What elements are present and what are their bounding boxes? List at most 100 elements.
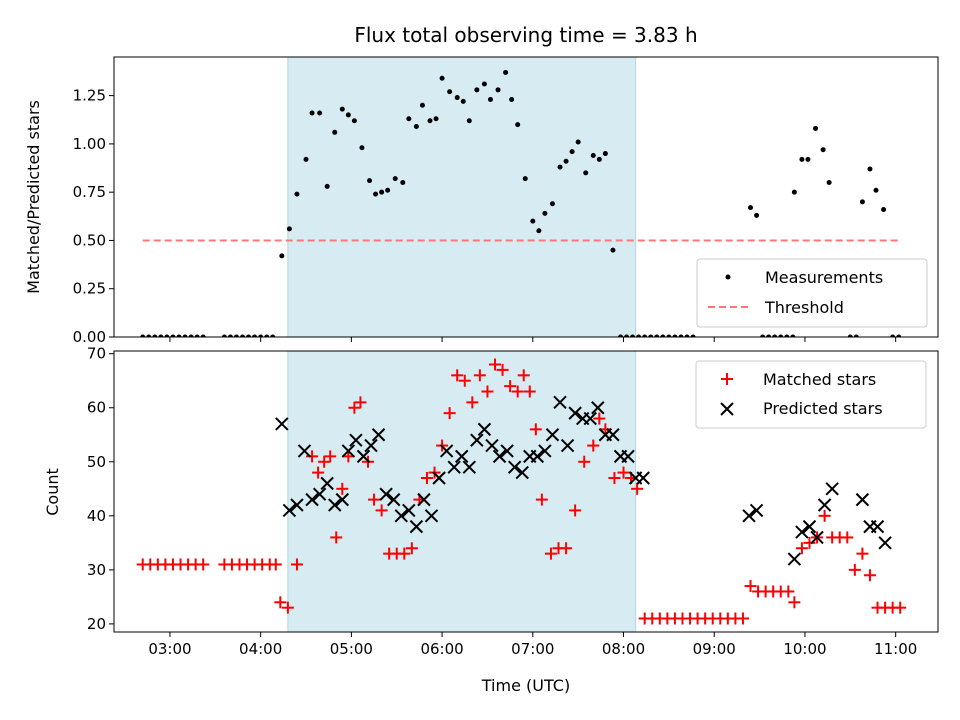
matched-stars-point bbox=[489, 358, 502, 371]
predicted-stars-point bbox=[568, 406, 582, 420]
measurements-point bbox=[221, 334, 227, 337]
top-y-tick-label: 0.75 bbox=[73, 183, 106, 201]
measurements-point bbox=[433, 116, 439, 122]
bottom-observing-window bbox=[287, 351, 637, 632]
bottom-y-tick-label: 40 bbox=[87, 507, 106, 525]
predicted-stars-point bbox=[371, 428, 386, 442]
measurements-point bbox=[400, 180, 406, 186]
predicted-stars-point bbox=[297, 444, 312, 458]
top-panel: 0.00 0.25 0.50 0.75 1.00 1.25 Matched/Predict… bbox=[24, 56, 939, 346]
measurements-point bbox=[610, 247, 616, 253]
measurements-point bbox=[427, 118, 433, 124]
x-tick-label: 08:00 bbox=[602, 640, 645, 658]
measurements-point bbox=[636, 334, 642, 337]
measurements-point bbox=[890, 334, 896, 337]
measurements-point bbox=[859, 199, 865, 205]
measurements-point bbox=[339, 106, 345, 112]
predicted-stars-point bbox=[402, 503, 416, 518]
x-tick-label: 07:00 bbox=[511, 640, 554, 658]
predicted-stars-point bbox=[606, 428, 620, 442]
measurements-point bbox=[176, 334, 182, 337]
top-panel-frame bbox=[113, 56, 939, 338]
predicted-stars-point bbox=[553, 395, 567, 410]
matched-stars-point bbox=[578, 455, 591, 468]
predicted-stars-point bbox=[312, 487, 327, 501]
top-y-tick-label: 1.00 bbox=[73, 135, 106, 153]
top-observing-window bbox=[287, 57, 637, 337]
matched-stars-point bbox=[336, 482, 349, 495]
predicted-stars-point bbox=[530, 449, 545, 464]
matched-stars-point bbox=[274, 596, 287, 609]
predicted-stars-point bbox=[621, 449, 635, 464]
measurements-point bbox=[182, 334, 188, 337]
measurements-point bbox=[805, 156, 811, 162]
measurements-point bbox=[164, 334, 170, 337]
bottom-legend: Matched stars Predicted stars bbox=[695, 360, 927, 429]
matched-stars-point bbox=[481, 385, 494, 398]
top-y-tick-label: 0.00 bbox=[73, 328, 106, 346]
measurements-point bbox=[642, 334, 648, 337]
matched-stars-point bbox=[736, 612, 749, 625]
measurements-point bbox=[557, 164, 563, 170]
bottom-y-tick-label: 60 bbox=[87, 399, 106, 417]
measurements-point bbox=[317, 110, 323, 116]
matched-stars-point bbox=[290, 558, 303, 571]
matched-stars-point bbox=[587, 439, 600, 452]
measurements-point bbox=[487, 96, 493, 102]
measurements-point bbox=[596, 156, 602, 162]
measurements-point bbox=[522, 176, 528, 182]
predicted-stars-point bbox=[275, 417, 289, 431]
predicted-stars-point bbox=[439, 444, 454, 458]
matched-stars-point bbox=[504, 380, 517, 393]
measurements-point bbox=[286, 226, 292, 232]
measurements-point bbox=[379, 189, 385, 195]
predicted-stars-point bbox=[447, 460, 461, 474]
measurements-point bbox=[309, 110, 315, 116]
legend-threshold-label: Threshold bbox=[764, 298, 844, 317]
predicted-stars-point bbox=[424, 509, 439, 523]
measurements-point bbox=[648, 334, 654, 337]
matched-stars-point bbox=[312, 466, 325, 479]
measurements-point bbox=[896, 334, 902, 337]
measurements-point bbox=[460, 98, 466, 104]
measurements-point bbox=[158, 334, 164, 337]
measurements-point bbox=[495, 87, 501, 93]
measurements-point bbox=[188, 334, 194, 337]
predicted-stars-point bbox=[470, 433, 484, 447]
matched-stars-point bbox=[420, 471, 433, 484]
measurements-point bbox=[690, 334, 696, 337]
measurements-point bbox=[258, 334, 264, 337]
legend-measurements-marker bbox=[725, 274, 731, 280]
measurements-point bbox=[575, 139, 581, 145]
measurements-point bbox=[200, 334, 206, 337]
matched-stars-point bbox=[511, 385, 524, 398]
measurements-point bbox=[549, 201, 555, 207]
predicted-stars-point bbox=[500, 444, 514, 458]
matched-stars-point bbox=[788, 596, 801, 609]
x-tick-label: 06:00 bbox=[420, 640, 463, 658]
predicted-stars-point bbox=[320, 476, 334, 491]
top-legend: Measurements Threshold bbox=[696, 258, 928, 328]
x-tick-label: 04:00 bbox=[239, 640, 282, 658]
predicted-stars-point bbox=[462, 460, 477, 474]
bottom-y-axis-label: Count bbox=[43, 468, 62, 516]
predicted-stars-point bbox=[515, 465, 529, 480]
measurements-point bbox=[351, 118, 357, 124]
matched-stars-point bbox=[330, 531, 343, 544]
predicted-stars-point bbox=[636, 471, 650, 485]
predicted-stars-point bbox=[341, 444, 356, 458]
predicted-stars-point bbox=[356, 449, 371, 464]
measurements-point bbox=[678, 334, 684, 337]
matched-stars-point bbox=[269, 558, 282, 571]
measurements-point bbox=[233, 334, 239, 337]
matched-stars-point bbox=[529, 423, 542, 436]
matched-stars-point bbox=[544, 547, 557, 560]
measurements-point bbox=[240, 334, 246, 337]
predicted-stars-point bbox=[810, 530, 824, 545]
matched-stars-point bbox=[473, 369, 486, 382]
measurements-point bbox=[140, 334, 146, 337]
predicted-stars-point bbox=[485, 438, 499, 453]
predicted-stars-point bbox=[855, 492, 870, 507]
matched-stars-point bbox=[523, 385, 536, 398]
